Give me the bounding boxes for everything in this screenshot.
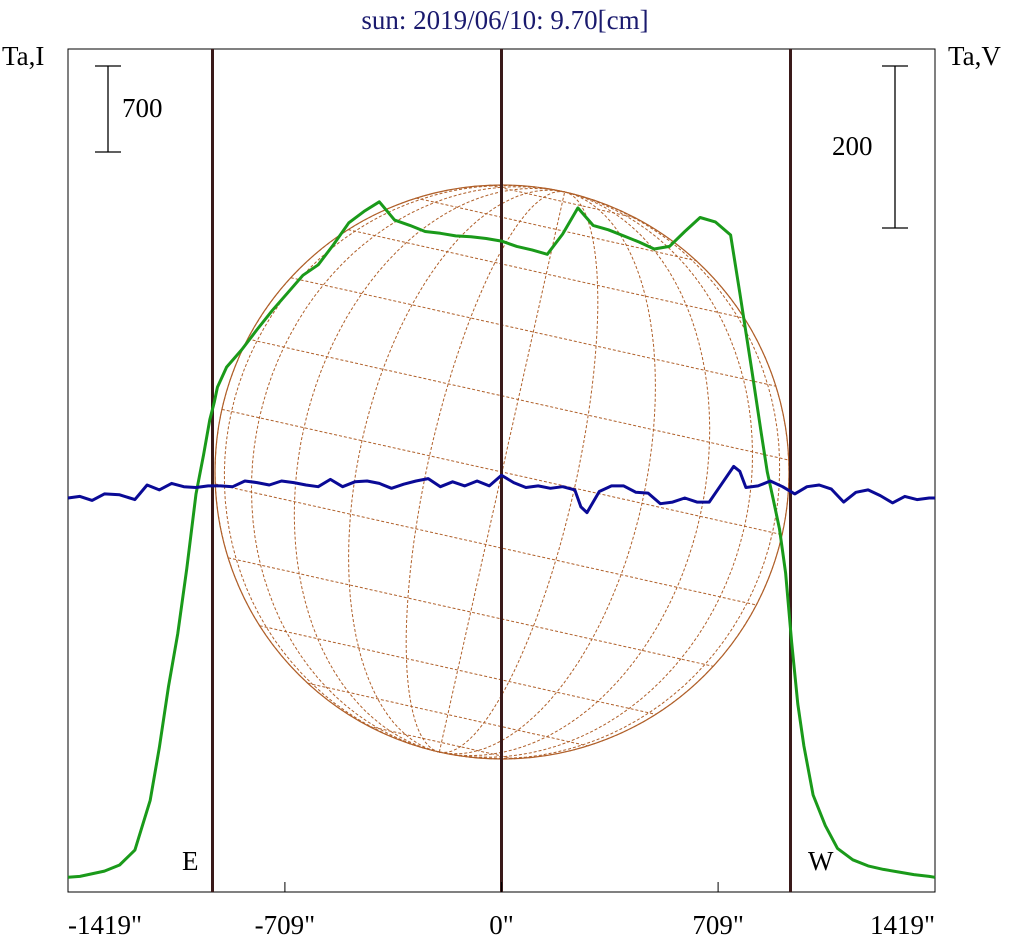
data-series xyxy=(67,200,936,879)
meridian-line xyxy=(439,191,656,755)
parallel-line xyxy=(348,229,745,319)
parallel-line xyxy=(227,557,714,667)
meridian-line xyxy=(250,186,565,753)
polarization-series-line xyxy=(67,464,935,515)
right-axis-label: Ta,V xyxy=(948,41,1001,71)
parallel-line xyxy=(247,338,789,461)
parallel-line xyxy=(490,184,636,219)
meridian-line xyxy=(293,187,565,753)
parallel-line xyxy=(368,725,514,760)
parallel-line xyxy=(307,682,589,747)
parallel-line xyxy=(215,483,757,606)
intensity-series-line xyxy=(67,200,936,879)
chart-title: sun: 2019/06/10: 9.70[cm] xyxy=(361,5,648,35)
left-axis-label: Ta,I xyxy=(2,41,44,71)
meridian-line xyxy=(439,191,711,757)
x-axis-ticks: -1419" -709" 0" 709" 1419" xyxy=(67,882,936,940)
x-tick-label: -1419" xyxy=(68,910,142,940)
meridian-line xyxy=(223,184,565,753)
x-tick-label: 709" xyxy=(692,910,744,940)
meridian-line xyxy=(214,184,565,753)
left-scale-label: 700 xyxy=(122,93,163,123)
east-label: E xyxy=(182,846,199,876)
right-scale-label: 200 xyxy=(832,131,873,161)
x-tick-label: 0" xyxy=(489,910,514,940)
parallel-line xyxy=(259,625,656,715)
right-scale-bar xyxy=(882,65,908,229)
west-label: W xyxy=(808,846,834,876)
meridian-line xyxy=(348,189,565,753)
x-tick-label: -709" xyxy=(255,910,316,940)
limb-lines xyxy=(211,49,792,892)
left-scale-bar xyxy=(95,65,121,153)
meridian-line xyxy=(439,191,754,758)
x-tick-label: 1419" xyxy=(870,910,935,940)
parallel-line xyxy=(415,197,697,262)
